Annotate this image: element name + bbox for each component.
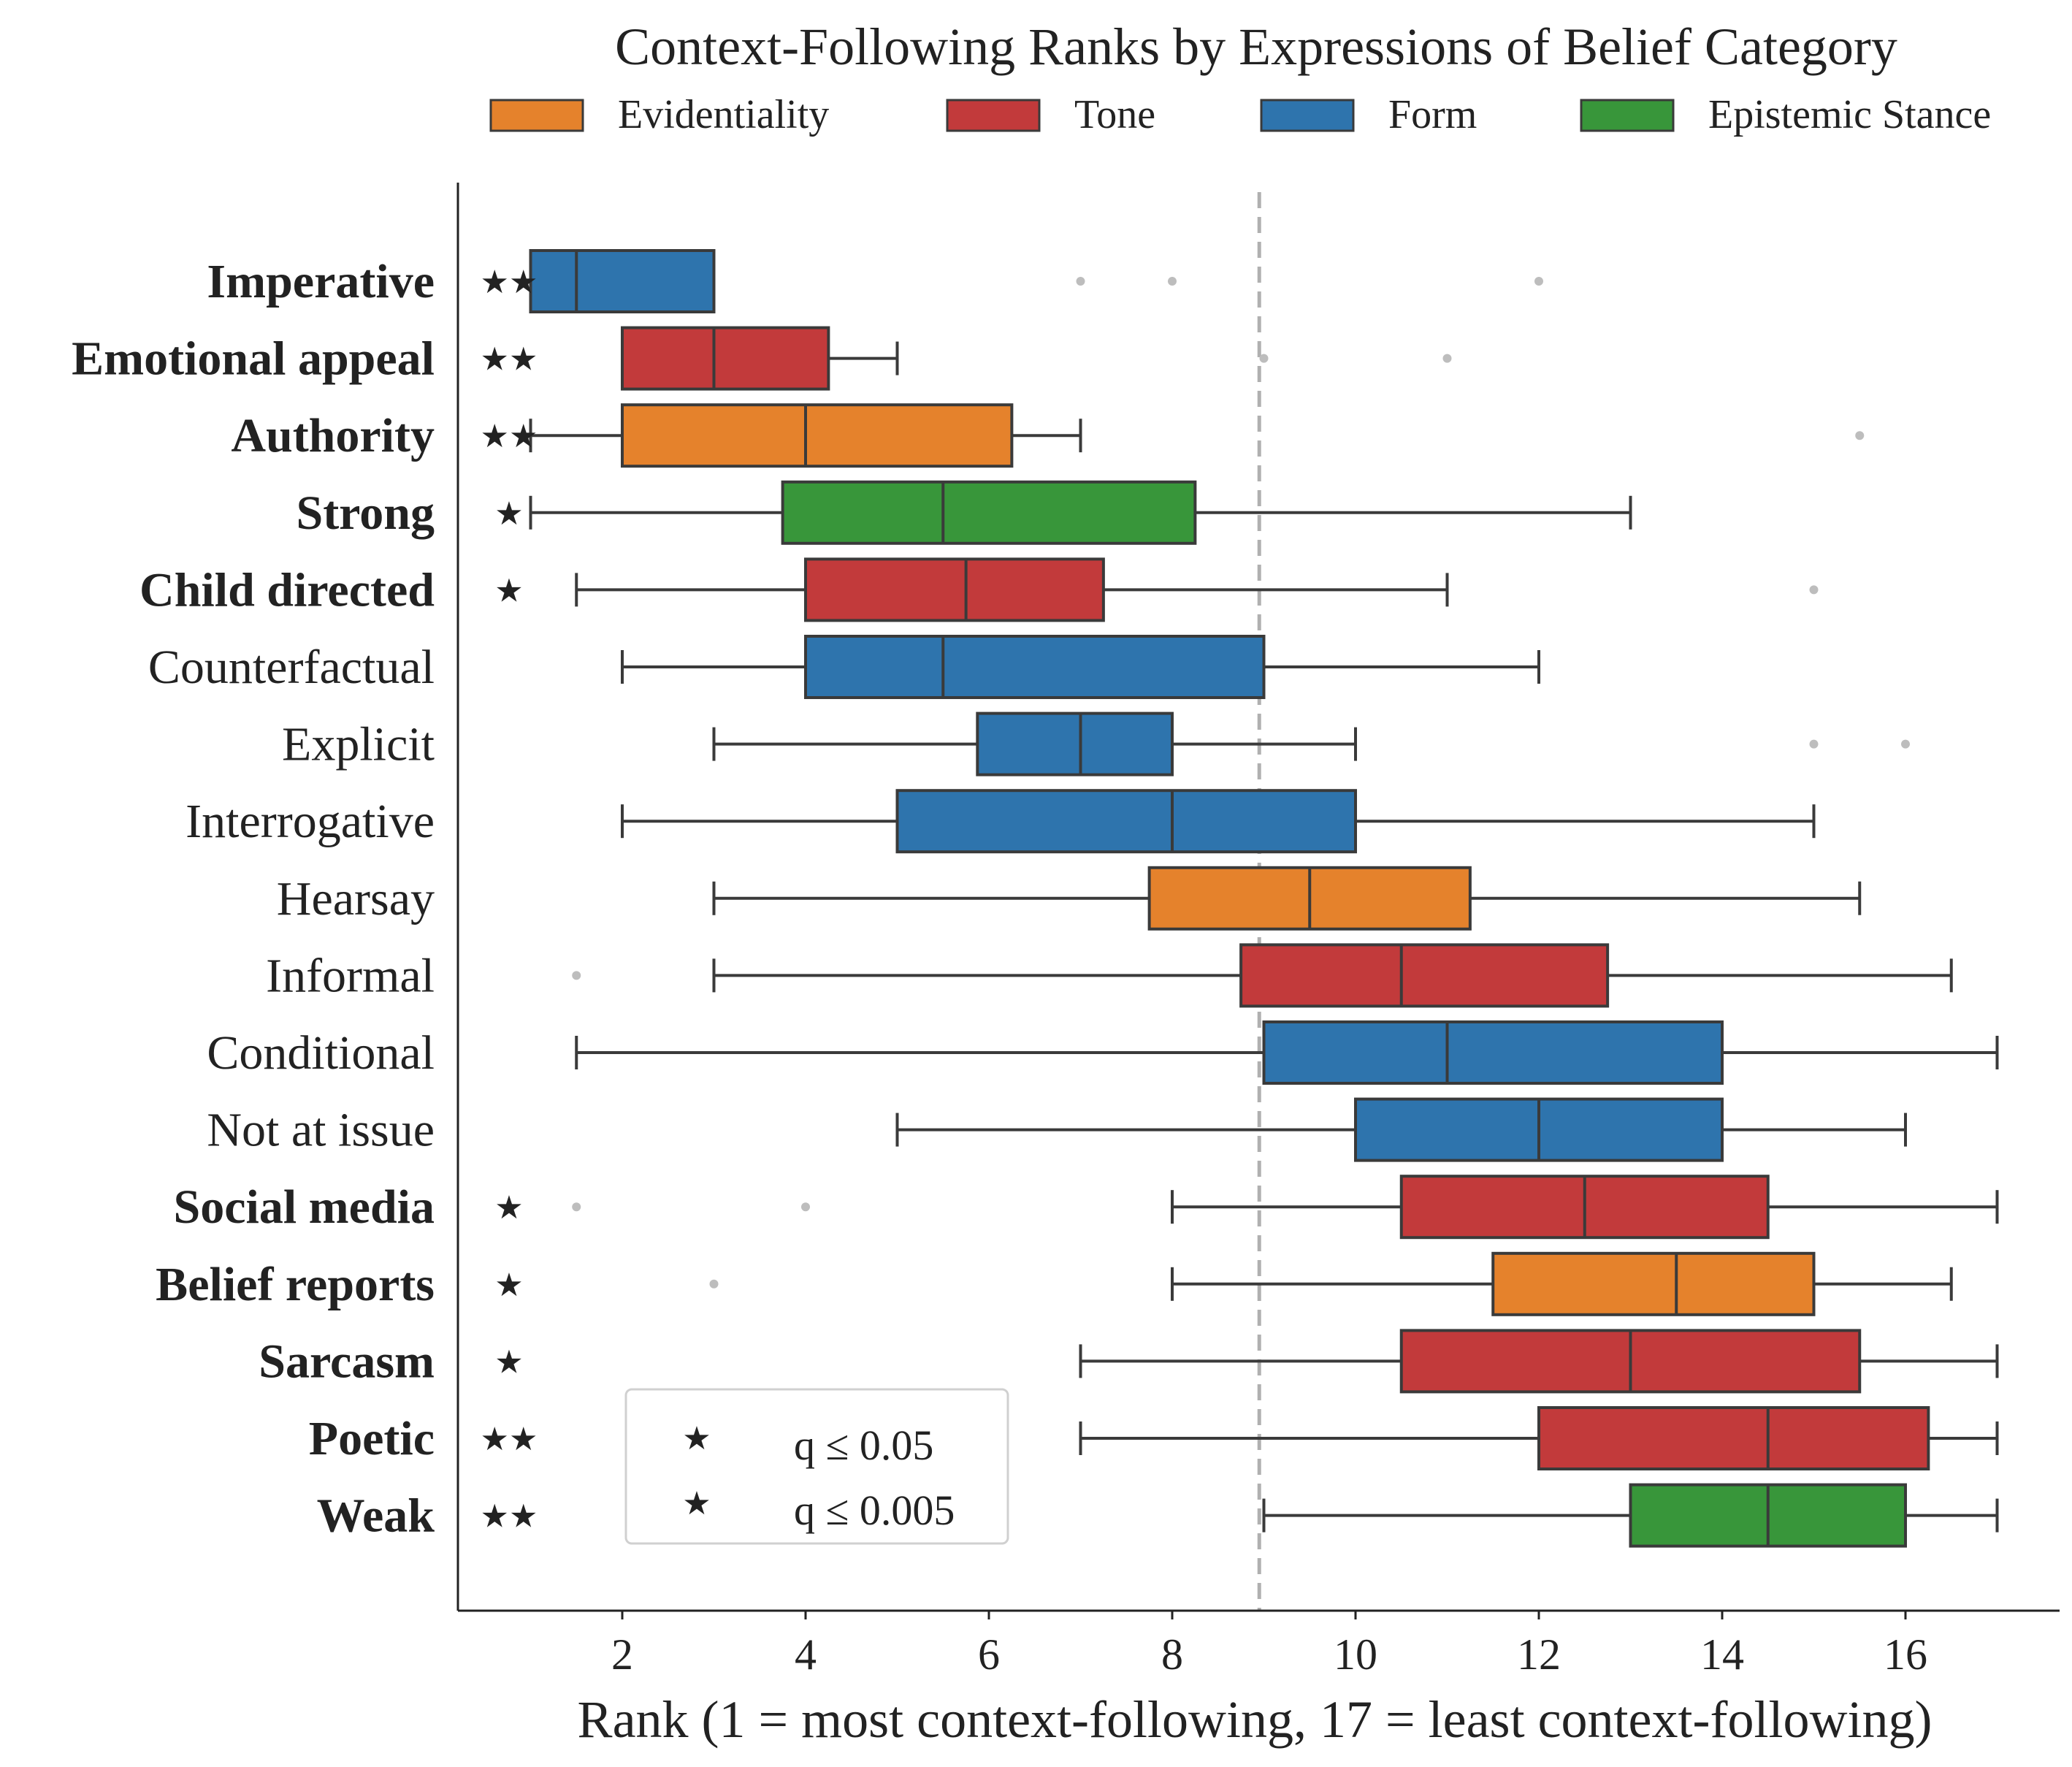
outlier-point: [1442, 354, 1452, 363]
legend-swatch: [1260, 99, 1355, 132]
legend-label: Tone: [1074, 92, 1155, 137]
outlier-point: [1168, 277, 1177, 286]
box-iqr: [1537, 1406, 1930, 1470]
box-row: Belief reports ★: [156, 1251, 1953, 1316]
y-tick-label: Strong: [297, 486, 435, 540]
outlier-point: [572, 971, 581, 980]
box-iqr: [621, 403, 1014, 468]
box-row: Strong ★: [297, 480, 1632, 545]
x-tick-label: 4: [795, 1630, 817, 1679]
x-tick-label: 8: [1161, 1630, 1183, 1679]
outlier-point: [709, 1279, 719, 1289]
box-row: Social media ★: [174, 1175, 1999, 1240]
box-iqr: [621, 326, 830, 391]
y-tick-label: Not at issue: [207, 1104, 435, 1157]
box-row: Weak ★★: [317, 1483, 1999, 1548]
legend-swatch: [1580, 99, 1675, 132]
outlier-point: [1901, 739, 1910, 749]
significance-stars: ★: [494, 496, 523, 532]
y-tick-label: Social media: [174, 1180, 435, 1234]
box-iqr: [976, 711, 1174, 776]
significance-stars: ★★: [481, 342, 538, 378]
significance-legend: ★ q ≤ 0.05 ★ q ≤ 0.005: [624, 1388, 1009, 1545]
significance-stars: ★: [494, 1267, 523, 1303]
outlier-point: [572, 1202, 581, 1212]
category-legend: Evidentiality Tone Form Epistemic Stance: [489, 92, 1991, 137]
outlier-point: [1809, 585, 1819, 595]
boxes-layer: Imperative ★★Emotional appeal ★★Authority ★…: [72, 249, 1999, 1548]
box-iqr: [529, 249, 716, 313]
box-iqr: [1491, 1251, 1816, 1316]
significance-legend-star: ★: [682, 1421, 711, 1457]
box-row: Emotional appeal ★★: [72, 326, 1452, 391]
chart-title: Context-Following Ranks by Expressions o…: [615, 18, 1897, 76]
y-tick-label: Emotional appeal: [72, 332, 435, 386]
y-tick-label: Poetic: [309, 1412, 435, 1465]
box-row: Poetic ★★: [309, 1406, 1999, 1470]
x-tick-label: 16: [1884, 1630, 1927, 1679]
outlier-point: [1809, 739, 1819, 749]
significance-stars: ★: [494, 1190, 523, 1226]
y-tick-label: Sarcasm: [259, 1335, 435, 1388]
y-tick-label: Interrogative: [186, 795, 435, 848]
box-iqr: [804, 635, 1266, 699]
box-row: Sarcasm ★: [259, 1329, 1999, 1394]
significance-legend-frame: [624, 1388, 1009, 1545]
box-iqr: [1239, 943, 1610, 1008]
y-tick-label: Counterfactual: [148, 641, 435, 694]
outlier-point: [1076, 277, 1085, 286]
box-row: Informal: [266, 943, 1953, 1008]
significance-legend-label: q ≤ 0.05: [794, 1421, 933, 1469]
y-tick-label: Belief reports: [156, 1258, 435, 1311]
legend-swatch: [489, 99, 584, 132]
box-row: Imperative ★★: [207, 249, 1543, 313]
significance-stars: ★★: [481, 264, 538, 300]
box-iqr: [804, 557, 1105, 622]
box-row: Hearsay: [277, 866, 1862, 931]
significance-stars: ★★: [481, 1499, 538, 1535]
legend-label: Form: [1388, 92, 1477, 137]
outlier-point: [1259, 354, 1269, 363]
x-tick-label: 6: [978, 1630, 1000, 1679]
outlier-point: [1855, 431, 1865, 440]
x-tick-label: 12: [1517, 1630, 1561, 1679]
significance-stars: ★★: [481, 1421, 538, 1457]
outlier-point: [1534, 277, 1543, 286]
significance-stars: ★: [494, 1344, 523, 1380]
axes-layer: 2 4 6 8 10 12 14 16: [456, 183, 2060, 1679]
legend-label: Epistemic Stance: [1708, 92, 1991, 137]
box-row: Not at issue: [207, 1097, 1907, 1162]
box-row: Conditional: [207, 1020, 1999, 1085]
y-tick-label: Child directed: [139, 563, 435, 617]
box-row: Interrogative: [186, 789, 1816, 854]
legend-label: Evidentiality: [618, 92, 829, 137]
x-tick-label: 2: [611, 1630, 633, 1679]
x-tick-label: 10: [1334, 1630, 1377, 1679]
box-row: Explicit: [282, 711, 1910, 776]
x-tick-label: 14: [1700, 1630, 1744, 1679]
legend-swatch: [946, 99, 1041, 132]
y-tick-label: Hearsay: [277, 872, 435, 926]
y-tick-label: Authority: [231, 409, 435, 462]
significance-stars: ★: [494, 573, 523, 608]
y-tick-label: Informal: [266, 949, 435, 1002]
box-iqr: [1262, 1020, 1724, 1085]
y-tick-label: Conditional: [207, 1026, 435, 1080]
box-row: Child directed ★: [139, 557, 1819, 622]
significance-legend-label: q ≤ 0.005: [794, 1487, 955, 1534]
y-tick-label: Imperative: [207, 255, 435, 308]
x-axis-label: Rank (1 = most context-following, 17 = l…: [578, 1690, 1933, 1749]
box-row: Authority ★★: [231, 403, 1865, 468]
significance-legend-star: ★: [682, 1486, 711, 1522]
y-tick-label: Weak: [317, 1489, 435, 1543]
box-iqr: [895, 789, 1357, 854]
significance-stars: ★★: [481, 419, 538, 454]
box-iqr: [781, 480, 1197, 545]
box-row: Counterfactual: [148, 635, 1540, 699]
outlier-point: [801, 1202, 810, 1212]
y-tick-label: Explicit: [282, 718, 435, 771]
